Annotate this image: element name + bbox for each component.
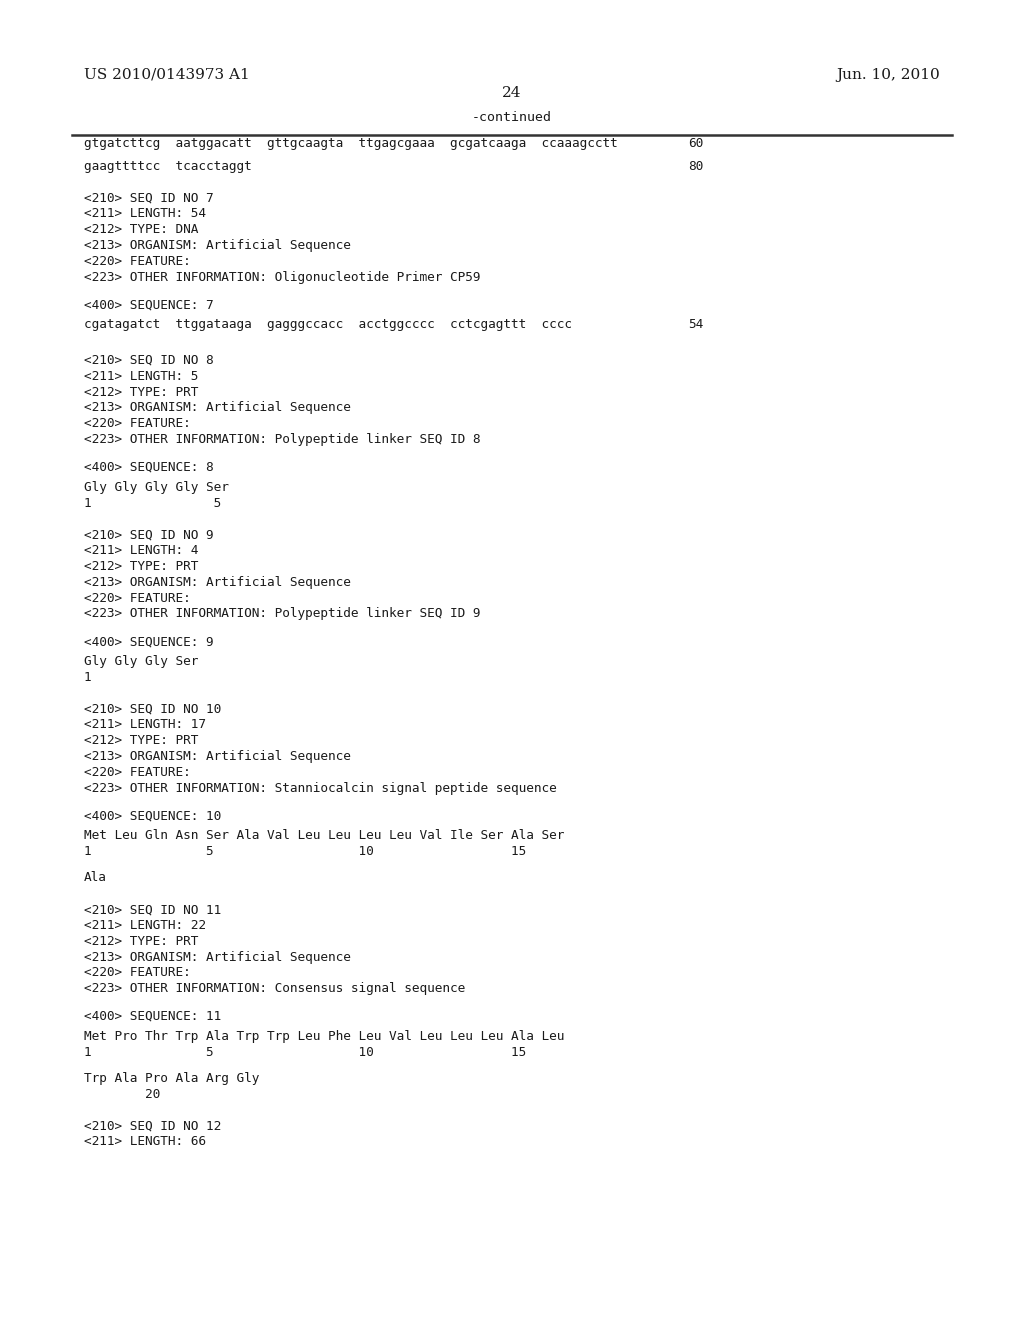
Text: <213> ORGANISM: Artificial Sequence: <213> ORGANISM: Artificial Sequence (84, 401, 351, 414)
Text: <220> FEATURE:: <220> FEATURE: (84, 966, 190, 979)
Text: gaagttttcc  tcacctaggt: gaagttttcc tcacctaggt (84, 160, 252, 173)
Text: <212> TYPE: DNA: <212> TYPE: DNA (84, 223, 199, 236)
Text: <210> SEQ ID NO 9: <210> SEQ ID NO 9 (84, 528, 214, 541)
Text: <211> LENGTH: 17: <211> LENGTH: 17 (84, 718, 206, 731)
Text: <211> LENGTH: 66: <211> LENGTH: 66 (84, 1135, 206, 1148)
Text: <220> FEATURE:: <220> FEATURE: (84, 591, 190, 605)
Text: <210> SEQ ID NO 10: <210> SEQ ID NO 10 (84, 702, 221, 715)
Text: <212> TYPE: PRT: <212> TYPE: PRT (84, 734, 199, 747)
Text: <223> OTHER INFORMATION: Stanniocalcin signal peptide sequence: <223> OTHER INFORMATION: Stanniocalcin s… (84, 781, 557, 795)
Text: <213> ORGANISM: Artificial Sequence: <213> ORGANISM: Artificial Sequence (84, 750, 351, 763)
Text: <400> SEQUENCE: 10: <400> SEQUENCE: 10 (84, 809, 221, 822)
Text: <223> OTHER INFORMATION: Polypeptide linker SEQ ID 8: <223> OTHER INFORMATION: Polypeptide lin… (84, 433, 480, 446)
Text: <213> ORGANISM: Artificial Sequence: <213> ORGANISM: Artificial Sequence (84, 950, 351, 964)
Text: 1: 1 (84, 671, 91, 684)
Text: cgatagatct  ttggataaga  gagggccacc  acctggcccc  cctcgagttt  cccc: cgatagatct ttggataaga gagggccacc acctggc… (84, 318, 572, 331)
Text: <400> SEQUENCE: 7: <400> SEQUENCE: 7 (84, 298, 214, 312)
Text: <223> OTHER INFORMATION: Oligonucleotide Primer CP59: <223> OTHER INFORMATION: Oligonucleotide… (84, 271, 480, 284)
Text: <212> TYPE: PRT: <212> TYPE: PRT (84, 385, 199, 399)
Text: <220> FEATURE:: <220> FEATURE: (84, 417, 190, 430)
Text: Gly Gly Gly Ser: Gly Gly Gly Ser (84, 655, 199, 668)
Text: Jun. 10, 2010: Jun. 10, 2010 (837, 67, 940, 82)
Text: 20: 20 (84, 1088, 160, 1101)
Text: -continued: -continued (472, 111, 552, 124)
Text: <210> SEQ ID NO 7: <210> SEQ ID NO 7 (84, 191, 214, 205)
Text: <220> FEATURE:: <220> FEATURE: (84, 766, 190, 779)
Text: <220> FEATURE:: <220> FEATURE: (84, 255, 190, 268)
Text: <212> TYPE: PRT: <212> TYPE: PRT (84, 560, 199, 573)
Text: <211> LENGTH: 4: <211> LENGTH: 4 (84, 544, 199, 557)
Text: 1               5                   10                  15: 1 5 10 15 (84, 845, 526, 858)
Text: Trp Ala Pro Ala Arg Gly: Trp Ala Pro Ala Arg Gly (84, 1072, 259, 1085)
Text: <213> ORGANISM: Artificial Sequence: <213> ORGANISM: Artificial Sequence (84, 239, 351, 252)
Text: <211> LENGTH: 5: <211> LENGTH: 5 (84, 370, 199, 383)
Text: <400> SEQUENCE: 8: <400> SEQUENCE: 8 (84, 461, 214, 474)
Text: <213> ORGANISM: Artificial Sequence: <213> ORGANISM: Artificial Sequence (84, 576, 351, 589)
Text: gtgatcttcg  aatggacatt  gttgcaagta  ttgagcgaaa  gcgatcaaga  ccaaagcctt: gtgatcttcg aatggacatt gttgcaagta ttgagcg… (84, 137, 617, 150)
Text: <210> SEQ ID NO 8: <210> SEQ ID NO 8 (84, 354, 214, 367)
Text: 80: 80 (688, 160, 703, 173)
Text: 24: 24 (502, 86, 522, 100)
Text: 1               5                   10                  15: 1 5 10 15 (84, 1045, 526, 1059)
Text: <210> SEQ ID NO 12: <210> SEQ ID NO 12 (84, 1119, 221, 1133)
Text: <211> LENGTH: 54: <211> LENGTH: 54 (84, 207, 206, 220)
Text: US 2010/0143973 A1: US 2010/0143973 A1 (84, 67, 250, 82)
Text: <223> OTHER INFORMATION: Polypeptide linker SEQ ID 9: <223> OTHER INFORMATION: Polypeptide lin… (84, 607, 480, 620)
Text: 60: 60 (688, 137, 703, 150)
Text: 54: 54 (688, 318, 703, 331)
Text: 1                5: 1 5 (84, 496, 221, 510)
Text: Met Leu Gln Asn Ser Ala Val Leu Leu Leu Leu Val Ile Ser Ala Ser: Met Leu Gln Asn Ser Ala Val Leu Leu Leu … (84, 829, 564, 842)
Text: <223> OTHER INFORMATION: Consensus signal sequence: <223> OTHER INFORMATION: Consensus signa… (84, 982, 465, 995)
Text: Ala: Ala (84, 871, 106, 884)
Text: <210> SEQ ID NO 11: <210> SEQ ID NO 11 (84, 903, 221, 916)
Text: <400> SEQUENCE: 9: <400> SEQUENCE: 9 (84, 635, 214, 648)
Text: Met Pro Thr Trp Ala Trp Trp Leu Phe Leu Val Leu Leu Leu Ala Leu: Met Pro Thr Trp Ala Trp Trp Leu Phe Leu … (84, 1030, 564, 1043)
Text: <212> TYPE: PRT: <212> TYPE: PRT (84, 935, 199, 948)
Text: Gly Gly Gly Gly Ser: Gly Gly Gly Gly Ser (84, 480, 228, 494)
Text: <400> SEQUENCE: 11: <400> SEQUENCE: 11 (84, 1010, 221, 1023)
Text: <211> LENGTH: 22: <211> LENGTH: 22 (84, 919, 206, 932)
